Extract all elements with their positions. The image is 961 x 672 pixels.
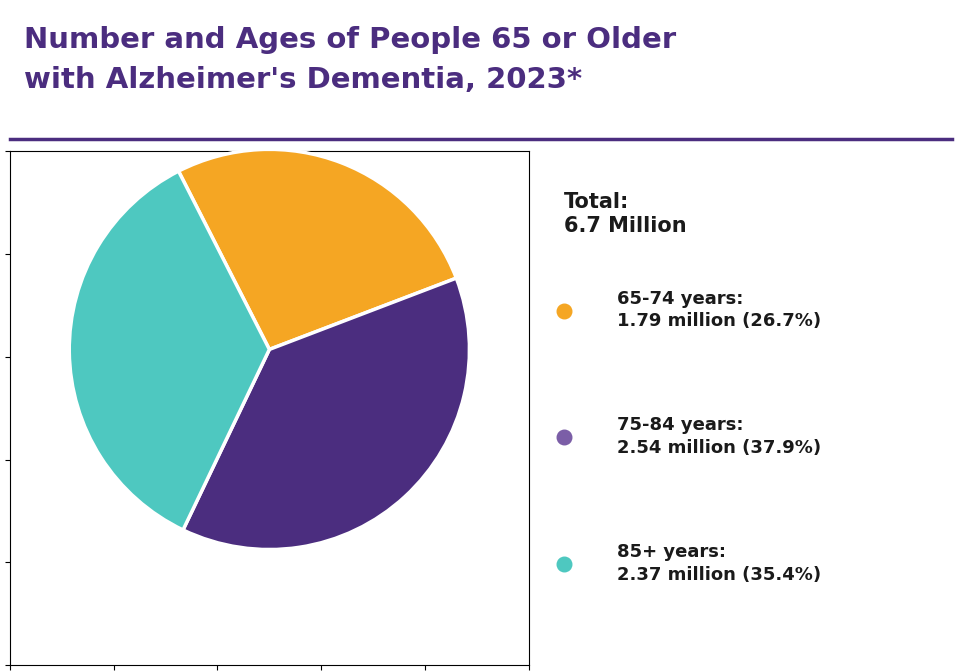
Text: 75-84 years:
2.54 million (37.9%): 75-84 years: 2.54 million (37.9%) xyxy=(616,416,820,457)
Wedge shape xyxy=(183,278,469,550)
Text: 85+ years:
2.37 million (35.4%): 85+ years: 2.37 million (35.4%) xyxy=(616,543,820,584)
Text: Number and Ages of People 65 or Older
with Alzheimer's Dementia, 2023*: Number and Ages of People 65 or Older wi… xyxy=(24,26,676,94)
Wedge shape xyxy=(179,149,456,349)
Text: Total:
6.7 Million: Total: 6.7 Million xyxy=(563,192,685,236)
Point xyxy=(555,305,571,316)
Text: 65-74 years:
1.79 million (26.7%): 65-74 years: 1.79 million (26.7%) xyxy=(616,290,820,331)
Point xyxy=(555,432,571,443)
Point xyxy=(555,558,571,569)
Wedge shape xyxy=(69,171,269,530)
